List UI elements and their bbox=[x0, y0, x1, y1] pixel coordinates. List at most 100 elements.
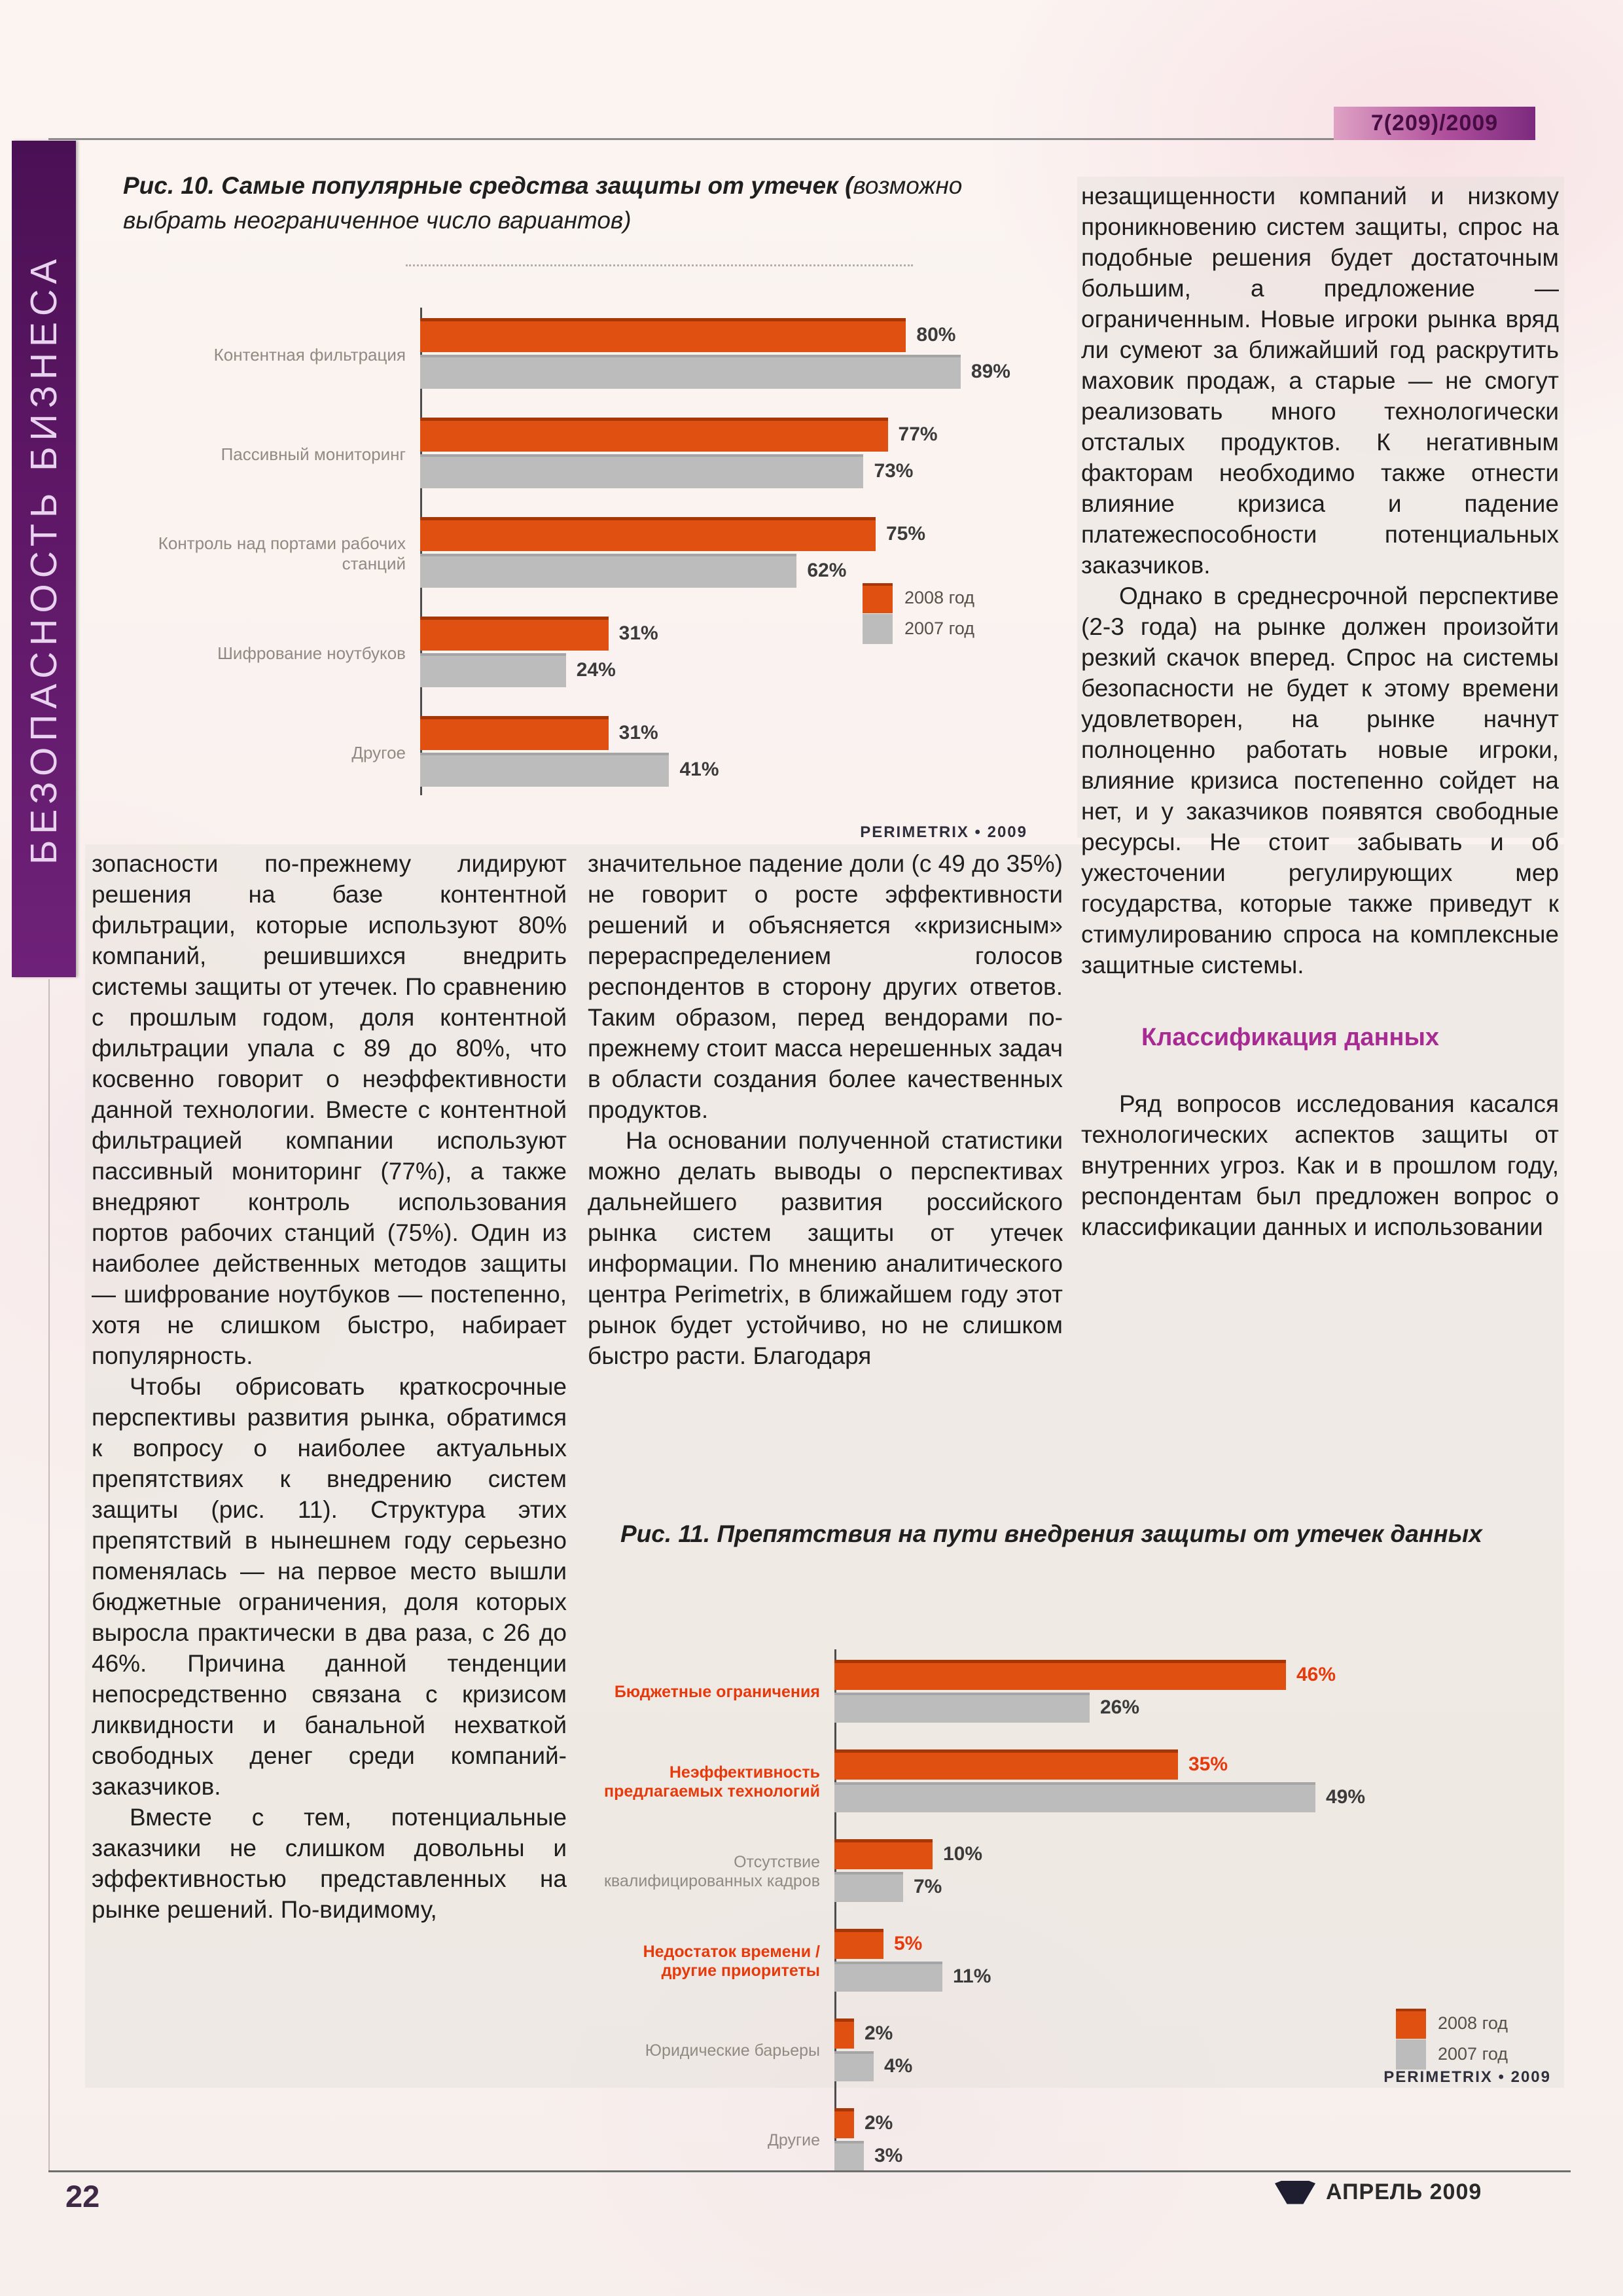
bar-line: 89% bbox=[420, 355, 1027, 389]
bar-value: 3% bbox=[874, 2145, 903, 2166]
bar-group: 5% 11% bbox=[834, 1929, 1571, 1994]
bar-value: 2% bbox=[865, 2022, 893, 2044]
category-label: Неэффективность предлагаемых технологий bbox=[604, 1763, 820, 1801]
chart-row: Другие 2% 3% bbox=[586, 2108, 1571, 2174]
bar-line: 4% bbox=[834, 2051, 1571, 2081]
bar-line: 41% bbox=[420, 753, 1027, 787]
text-column-right: незащищенности компаний и низкому проник… bbox=[1081, 181, 1559, 1473]
chart-legend: 2008 год 2007 год bbox=[863, 583, 974, 644]
category-label: Контентная фильтрация bbox=[213, 344, 406, 365]
bar-line: 62% bbox=[420, 554, 1027, 588]
chart-row: Контроль над портами рабочих станций 75% 6… bbox=[98, 517, 1027, 590]
bar-2008 bbox=[834, 1749, 1178, 1780]
bar-value: 75% bbox=[886, 523, 926, 545]
bar-2007 bbox=[420, 653, 566, 687]
paragraph: Вместе с тем, потенциальные заказчики не… bbox=[92, 1804, 567, 1923]
issue-badge: 7(209)/2009 bbox=[1334, 107, 1535, 140]
bar-line: 11% bbox=[834, 1962, 1571, 1992]
chart-axis bbox=[420, 308, 422, 795]
bar-2007 bbox=[420, 753, 669, 787]
figure10-caption-note: возможно выбрать неограниченное число ва… bbox=[123, 172, 963, 234]
category-label: Юридические барьеры bbox=[645, 2041, 820, 2060]
paragraph: незащищенности компаний и низкому проник… bbox=[1081, 183, 1559, 579]
bar-2008 bbox=[420, 517, 876, 551]
bar-group: 75% 62% bbox=[420, 517, 1027, 590]
chart-row: Другое 31% 41% bbox=[98, 716, 1027, 789]
legend-label-2008: 2008 год bbox=[904, 588, 974, 607]
bar-value: 26% bbox=[1100, 1696, 1140, 1718]
bar-value: 7% bbox=[914, 1876, 942, 1897]
bar-value: 46% bbox=[1296, 1664, 1336, 1685]
legend-item-2008: 2008 год bbox=[1396, 2008, 1508, 2039]
figure10-bar-chart: Контентная фильтрация 80% 89% Пассивный мон… bbox=[98, 308, 1027, 825]
category-label: Контроль над портами рабочих станций bbox=[158, 533, 406, 573]
bar-2008 bbox=[420, 318, 906, 352]
category-label: Бюджетные ограничения bbox=[614, 1683, 820, 1702]
legend-item-2007: 2007 год bbox=[863, 613, 974, 644]
figure11-caption: Рис. 11. Препятствия на пути внедрения з… bbox=[620, 1520, 1482, 1547]
bar-group: 31% 24% bbox=[420, 617, 1027, 690]
bar-line: 77% bbox=[420, 418, 1027, 452]
caption-fineprint-artifact bbox=[406, 264, 913, 266]
publisher-logo-icon bbox=[1275, 2180, 1315, 2204]
chart-row: Контентная фильтрация 80% 89% bbox=[98, 318, 1027, 391]
bar-value: 31% bbox=[618, 622, 658, 644]
bar-line: 24% bbox=[420, 653, 1027, 687]
bar-2008 bbox=[834, 1660, 1286, 1690]
legend-swatch-2007 bbox=[1396, 2039, 1426, 2070]
bar-group: 2% 4% bbox=[834, 2018, 1571, 2084]
legend-label-2008: 2008 год bbox=[1438, 2013, 1508, 2033]
section-sidebar-label: БЕЗОПАСНОСТЬ БИЗНЕСА bbox=[23, 253, 65, 865]
bar-line: 2% bbox=[834, 2018, 1571, 2049]
legend-label-2007: 2007 год bbox=[904, 619, 974, 638]
footer-brand: АПРЕЛЬ 2009 bbox=[1275, 2179, 1482, 2205]
chart-axis bbox=[834, 1649, 836, 2170]
bar-line: 75% bbox=[420, 517, 1027, 551]
chart-rows: Контентная фильтрация 80% 89% Пассивный мон… bbox=[98, 308, 1027, 789]
section-heading-classification: Классификация данных bbox=[1141, 1024, 1440, 1051]
legend-label-2007: 2007 год bbox=[1438, 2044, 1508, 2064]
chart-row: Отсутствие квалифицированных кадров 10% 7% bbox=[586, 1839, 1571, 1905]
paragraph: значительное падение доли (с 49 до 35%) … bbox=[588, 850, 1063, 1123]
bar-line: 10% bbox=[834, 1839, 1571, 1869]
chart-rows: Бюджетные ограничения 46% 26% Неэффективнос… bbox=[586, 1649, 1571, 2174]
bar-value: 10% bbox=[943, 1843, 983, 1865]
bar-line: 5% bbox=[834, 1929, 1571, 1959]
legend-swatch-2007 bbox=[863, 613, 893, 644]
bar-group: 10% 7% bbox=[834, 1839, 1571, 1905]
bar-2008 bbox=[420, 418, 888, 452]
footer-rule bbox=[48, 2170, 1571, 2172]
chart-row: Неэффективность предлагаемых технологий 3… bbox=[586, 1749, 1571, 1815]
bar-value: 73% bbox=[874, 460, 914, 482]
bar-value: 62% bbox=[807, 560, 847, 581]
category-label: Пассивный мониторинг bbox=[221, 444, 406, 464]
bar-value: 2% bbox=[865, 2112, 893, 2134]
bar-2007 bbox=[420, 355, 961, 389]
bar-2007 bbox=[834, 1962, 942, 1992]
bar-line: 73% bbox=[420, 454, 1027, 488]
chart-row: Юридические барьеры 2% 4% bbox=[586, 2018, 1571, 2084]
category-label: Другое bbox=[351, 742, 406, 762]
bar-value: 11% bbox=[953, 1965, 991, 1987]
bar-line: 49% bbox=[834, 1782, 1571, 1812]
figure10-caption: Рис. 10. Самые популярные средства защит… bbox=[123, 169, 1043, 238]
bar-line: 26% bbox=[834, 1693, 1571, 1723]
chart-source: PERIMETRIX • 2009 bbox=[1383, 2068, 1551, 2086]
bar-line: 31% bbox=[420, 617, 1027, 651]
chart-legend: 2008 год 2007 год bbox=[1396, 2008, 1508, 2070]
section-sidebar: БЕЗОПАСНОСТЬ БИЗНЕСА bbox=[12, 141, 76, 977]
bar-value: 35% bbox=[1188, 1753, 1228, 1775]
bar-line: 35% bbox=[834, 1749, 1571, 1780]
footer-month: АПРЕЛЬ 2009 bbox=[1326, 2179, 1482, 2204]
legend-item-2007: 2007 год bbox=[1396, 2039, 1508, 2070]
bar-line: 46% bbox=[834, 1660, 1571, 1690]
bar-2008 bbox=[420, 617, 609, 651]
bar-2008 bbox=[834, 1929, 883, 1959]
text-column-middle: значительное падение доли (с 49 до 35%) … bbox=[588, 848, 1063, 1477]
category-label: Шифрование ноутбуков bbox=[217, 643, 406, 663]
legend-swatch-2008 bbox=[863, 583, 893, 613]
paragraph: Чтобы обрисовать краткосрочные перспекти… bbox=[92, 1373, 567, 1800]
bar-2007 bbox=[834, 1782, 1315, 1812]
paragraph: зопасности по-прежнему лидируют решения … bbox=[92, 850, 567, 1369]
